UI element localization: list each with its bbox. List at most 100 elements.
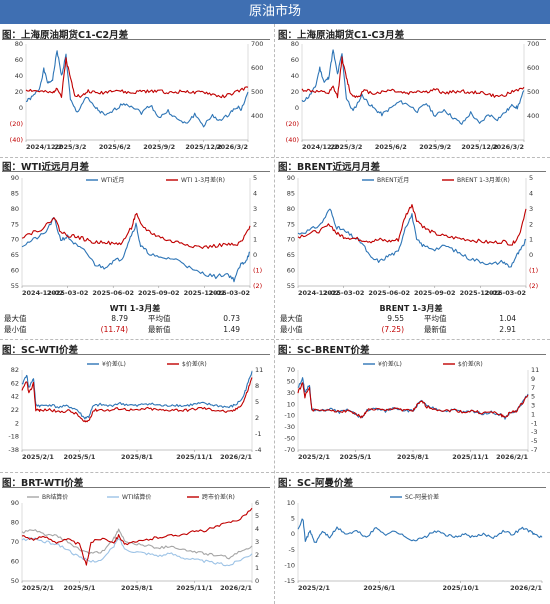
x-tick-label: 2025/6/1 <box>363 584 395 592</box>
x-tick-label: 2025/2/1 <box>22 584 54 592</box>
y-tick-label: -70 <box>284 446 295 454</box>
x-tick-label: 2025/8/1 <box>397 453 429 461</box>
x-tick-label: 2025-06-02 <box>368 289 410 297</box>
y-tick-label: (20) <box>286 120 299 128</box>
stat-value: 8.79 <box>111 314 128 323</box>
x-tick-label: 2025/12/2 <box>461 143 497 151</box>
x-tick-label: 2025/5/1 <box>64 584 96 592</box>
x-tick-label: 2025-06-02 <box>92 289 134 297</box>
y-tick-label-right: 5 <box>255 512 259 520</box>
x-tick-label: 2025/11/1 <box>176 584 213 592</box>
x-tick-label: 2025/5/1 <box>64 453 96 461</box>
chart-brt-wti: 90 80 70 60 50 6 5 4 3 2 1 0 2025/2/1 2025/5/1 2025/8/… <box>11 493 259 592</box>
y-tick-label: 2 <box>15 419 19 427</box>
y-tick-label: 90 <box>11 499 19 507</box>
y-tick-label: 30 <box>287 389 295 397</box>
y-tick-label-right: 5 <box>529 174 533 182</box>
x-tick-label: 2026-03-02 <box>208 289 250 297</box>
legend-label: BRENT 1-3月差(R) <box>457 176 510 184</box>
chart-brent-spread: 9085807570656055543210(1)(2)2024-12-0220… <box>287 174 539 297</box>
y-tick-label-right: 4 <box>529 189 533 197</box>
y-tick-label: (40) <box>286 136 299 144</box>
y-tick-label: 80 <box>15 40 23 48</box>
series-line-2 <box>25 57 249 99</box>
series-line-2 <box>21 377 253 423</box>
x-tick-label: 2024/12/2 <box>302 143 338 151</box>
y-tick-label: -38 <box>8 446 19 454</box>
x-tick-label: 2026/2/1 <box>220 453 252 461</box>
y-tick-label-right: 8 <box>255 382 259 390</box>
chart-sc-c1c3: 806040200(20)(40)7006005004002024/12/220… <box>286 40 540 151</box>
x-tick-label: 2025/2/1 <box>298 584 330 592</box>
legend-label: ¥价差(L) <box>378 360 402 368</box>
legend-label: BR结算价 <box>42 493 68 501</box>
y-tick-label-right: -7 <box>531 446 537 454</box>
y-tick-label-right: 5 <box>255 398 259 406</box>
legend-label: $价差(R) <box>182 360 207 368</box>
y-tick-label: 55 <box>11 282 19 290</box>
y-tick-label-right: 0 <box>529 251 533 259</box>
panel-title-rule <box>278 39 546 40</box>
x-tick-label: 2025/6/2 <box>99 143 131 151</box>
y-tick-label: 60 <box>291 56 299 64</box>
x-tick-label: 2025/6/2 <box>375 143 407 151</box>
x-tick-label: 2025-03-02 <box>47 289 89 297</box>
legend-label: ¥价差(L) <box>102 360 126 368</box>
legend-label: SC-阿曼价差 <box>405 493 439 501</box>
stat-label: 最小值 <box>4 325 27 334</box>
y-tick-label: (40) <box>10 136 23 144</box>
brent-stats-title: BRENT 1-3月差 <box>379 304 443 313</box>
y-tick-label-right: 11 <box>255 366 263 374</box>
x-tick-label: 2026/2/1 <box>496 453 528 461</box>
stat-label: 平均值 <box>424 314 447 323</box>
x-tick-label: 2024-12-02 <box>22 289 64 297</box>
y-tick-label-right: (1) <box>253 267 262 275</box>
legend-label: WTI近月 <box>101 176 124 184</box>
y-tick-label-right: 400 <box>251 112 263 120</box>
y-tick-label: 60 <box>11 267 19 275</box>
y-tick-label: 90 <box>11 174 19 182</box>
stat-value: 1.04 <box>499 314 516 323</box>
x-tick-label: 2025/10/1 <box>442 584 479 592</box>
series-line-1 <box>21 371 253 420</box>
y-tick-label-right: -5 <box>531 437 537 445</box>
y-tick-label: -10 <box>284 412 295 420</box>
row-divider-1 <box>0 157 550 158</box>
x-tick-label: 2026/2/1 <box>220 584 252 592</box>
y-tick-label-right: 6 <box>255 499 259 507</box>
chart-wti-spread: 9085807570656055543210(1)(2)2024-12-0220… <box>11 174 263 297</box>
series-line-2 <box>21 212 251 249</box>
y-tick-label-right: 400 <box>527 112 539 120</box>
legend-label: WTI 1-3月差(R) <box>181 176 225 184</box>
x-tick-label: 2025-03-02 <box>323 289 365 297</box>
y-tick-label: 0 <box>295 104 299 112</box>
y-tick-label: -30 <box>284 423 295 431</box>
y-tick-label-right: 1 <box>531 410 535 418</box>
y-tick-label: 80 <box>11 205 19 213</box>
x-tick-label: 2025/11/1 <box>452 453 489 461</box>
x-tick-label: 2024-12-02 <box>298 289 340 297</box>
wti-stats-table: 最大值 8.79 平均值 0.73 最小值 (11.74) 最新值 1.49 <box>2 313 270 335</box>
series-line-2 <box>297 204 527 246</box>
x-tick-label: 2025/2/1 <box>298 453 330 461</box>
x-tick-label: 2025/9/2 <box>419 143 451 151</box>
x-tick-label: 2026/2/1 <box>510 584 542 592</box>
x-tick-label: 2026-03-02 <box>484 289 526 297</box>
chart-sc-c1c2: 806040200(20)(40)7006005004002024/12/220… <box>10 40 264 151</box>
y-tick-label: 62 <box>11 379 19 387</box>
panel-title-sc-c1c2: 图：上海原油期货C1-C2月差 <box>2 30 129 41</box>
stat-value: (7.25) <box>381 325 404 334</box>
y-tick-label-right: 0 <box>253 251 257 259</box>
y-tick-label: 40 <box>15 72 23 80</box>
y-tick-label: 85 <box>287 189 295 197</box>
y-tick-label-right: 9 <box>531 375 535 383</box>
y-tick-label: 70 <box>287 236 295 244</box>
y-tick-label: 20 <box>291 88 299 96</box>
x-tick-label: 2025/3/2 <box>54 143 86 151</box>
series-line-1 <box>297 208 527 268</box>
y-tick-label-right: 1 <box>529 236 533 244</box>
y-tick-label: 5 <box>291 515 295 523</box>
y-tick-label: -10 <box>284 561 295 569</box>
panel-title-rule <box>278 171 546 172</box>
y-tick-label-right: 600 <box>251 64 263 72</box>
